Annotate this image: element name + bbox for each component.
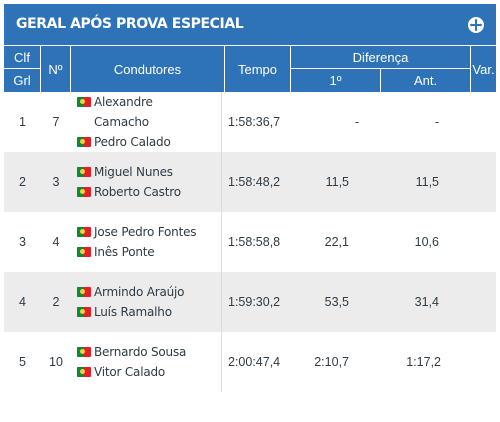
var-cell [471,332,496,392]
codriver-name: Inês Ponte [94,245,155,259]
portugal-flag-icon [77,287,91,297]
codriver-name: Luís Ramalho [94,305,172,319]
driver-entry: Miguel Nunes [77,162,173,182]
drivers-cell: Miguel Nunes Roberto Castro [71,152,221,212]
codriver-entry: Luís Ramalho [77,302,172,322]
portugal-flag-icon [77,247,91,257]
header-difference: Diferença [291,46,471,69]
diff-first-cell: 2:10,7 [314,355,349,369]
var-cell [471,272,496,332]
var-cell [471,152,496,212]
diff-first-cell: 53,5 [324,295,349,309]
driver-entry: Armindo Araújo [77,282,185,302]
diff-prev-cell: 10,6 [414,235,439,249]
header-grl: Grl [4,69,41,92]
header-time: Tempo [225,46,291,92]
number-cell: 4 [52,235,60,249]
driver-name: Jose Pedro Fontes [94,225,197,239]
table-row: 2 3 Miguel Nunes Roberto Castro 1:58:48,… [4,152,496,212]
number-cell: 3 [52,175,60,189]
plus-circle-icon[interactable] [468,17,484,33]
driver-name: Miguel Nunes [94,165,173,179]
drivers-cell: Alexandre Camacho Pedro Calado [71,92,221,152]
position-cell: 2 [19,175,26,189]
codriver-entry: Pedro Calado [77,132,171,152]
portugal-flag-icon [77,347,91,357]
diff-first-cell: - [354,115,359,129]
header-drivers: Condutores [71,46,225,92]
time-cell: 1:58:58,8 [228,235,281,249]
portugal-flag-icon [77,167,91,177]
number-cell: 10 [49,355,63,369]
time-cell: 2:00:47,4 [228,355,281,369]
panel-title: GERAL APÓS PROVA ESPECIAL [16,16,244,32]
header-number: Nº [41,46,71,92]
header-var: Var. [471,46,496,92]
panel-title-bar: GERAL APÓS PROVA ESPECIAL [4,4,496,46]
table-row: 1 7 Alexandre Camacho Pedro Calado 1:58:… [4,92,496,152]
driver-entry: Jose Pedro Fontes [77,222,197,242]
portugal-flag-icon [77,187,91,197]
table-row: 3 4 Jose Pedro Fontes Inês Ponte 1:58:58… [4,212,496,272]
var-cell [471,212,496,272]
diff-prev-cell: - [434,115,439,129]
time-cell: 1:59:30,2 [228,295,281,309]
position-cell: 5 [19,355,26,369]
var-cell [471,92,496,152]
standings-panel: GERAL APÓS PROVA ESPECIAL Clf Grl Nº Con… [4,4,496,416]
diff-prev-cell: 31,4 [414,295,439,309]
driver-name: Alexandre Camacho [94,95,153,129]
driver-name: Bernardo Sousa [94,345,187,359]
header-diff-first: 1º [291,69,381,92]
time-cell: 1:58:36,7 [228,115,281,129]
driver-entry: Bernardo Sousa [77,342,186,362]
driver-entry: Alexandre Camacho [77,92,194,132]
codriver-name: Pedro Calado [94,135,171,149]
driver-name: Armindo Araújo [94,285,185,299]
diff-first-cell: 22,1 [324,235,349,249]
position-cell: 3 [19,235,26,249]
portugal-flag-icon [77,307,91,317]
portugal-flag-icon [77,97,91,107]
portugal-flag-icon [77,137,91,147]
position-cell: 4 [19,295,26,309]
header-clf: Clf [4,46,41,69]
codriver-entry: Inês Ponte [77,242,155,262]
diff-first-cell: 11,5 [325,175,349,189]
number-cell: 2 [52,295,60,309]
time-cell: 1:58:48,2 [228,175,281,189]
header-diff-prev: Ant. [381,69,471,92]
table-row: 4 2 Armindo Araújo Luís Ramalho 1:59:30,… [4,272,496,332]
portugal-flag-icon [77,227,91,237]
drivers-cell: Jose Pedro Fontes Inês Ponte [71,212,221,272]
diff-prev-cell: 1:17,2 [406,355,441,369]
portugal-flag-icon [77,367,91,377]
codriver-name: Roberto Castro [94,185,181,199]
codriver-entry: Roberto Castro [77,182,181,202]
diff-prev-cell: 11,5 [415,175,439,189]
number-cell: 7 [52,115,60,129]
drivers-cell: Armindo Araújo Luís Ramalho [71,272,221,332]
drivers-cell: Bernardo Sousa Vitor Calado [71,332,221,392]
codriver-name: Vitor Calado [94,365,166,379]
position-cell: 1 [19,115,26,129]
table-row: 5 10 Bernardo Sousa Vitor Calado 2:00:47… [4,332,496,392]
codriver-entry: Vitor Calado [77,362,165,382]
